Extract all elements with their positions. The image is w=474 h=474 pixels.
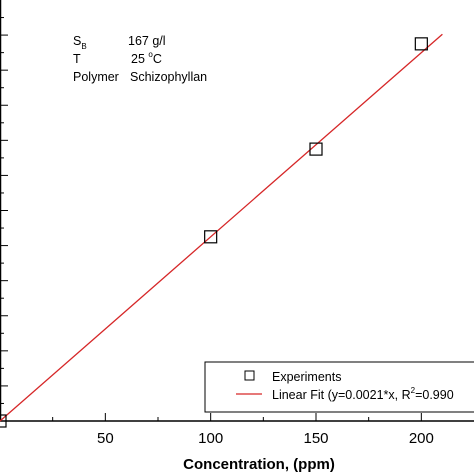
x-tick-label: 200 <box>409 430 434 447</box>
x-tick-label: 100 <box>198 430 223 447</box>
points-group <box>0 37 428 428</box>
legend: Experiments Linear Fit (y=0.0021*x, R2=0… <box>204 361 474 413</box>
x-axis-ticks: 50 100 150 200 <box>52 413 434 447</box>
data-point <box>204 230 218 244</box>
plot-frame <box>0 0 474 422</box>
legend-box <box>204 361 474 413</box>
annotation-t-label: T <box>73 52 81 66</box>
legend-marker-experiments <box>244 370 255 381</box>
x-tick-label: 50 <box>97 430 114 447</box>
data-point <box>414 37 428 51</box>
legend-label-experiments: Experiments <box>272 370 341 384</box>
data-point <box>309 142 323 156</box>
annotation-sb-value: 167 g/l <box>128 34 166 48</box>
y-axis-ticks <box>0 17 8 404</box>
annotation-polymer-value: Schizophyllan <box>130 70 207 84</box>
condition-annotations: SB 167 g/l T 25 oC Polymer Schizophyllan <box>73 34 207 84</box>
legend-label-linear-fit: Linear Fit (y=0.0021*x, R2=0.990 <box>272 386 454 402</box>
fit-line <box>0 33 443 422</box>
fit-line-group <box>0 33 443 422</box>
x-axis-title: Concentration, (ppm) <box>183 456 335 473</box>
annotation-sb-label: SB <box>73 34 87 51</box>
annotation-t-value: 25 oC <box>131 50 162 66</box>
annotation-polymer-label: Polymer <box>73 70 119 84</box>
x-tick-label: 150 <box>303 430 328 447</box>
data-point <box>0 414 7 428</box>
